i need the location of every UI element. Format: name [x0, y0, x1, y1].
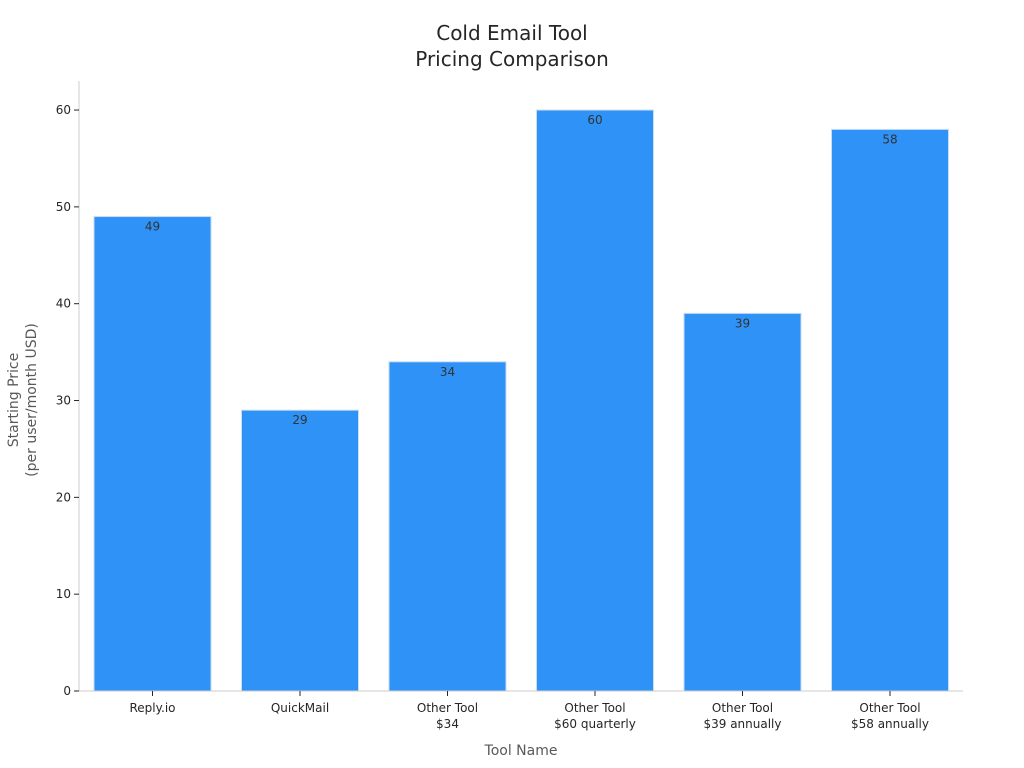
y-axis: 0 10 20 30 40 50 60 [56, 81, 80, 698]
x-tick-label: $58 annually [851, 717, 929, 731]
x-tick-label: QuickMail [271, 701, 329, 715]
x-axis-title: Tool Name [484, 743, 558, 759]
bar [241, 409, 359, 692]
bar-value-label: 58 [882, 132, 897, 146]
y-tick-label: 10 [56, 587, 71, 601]
bar [536, 109, 654, 692]
bar-value-label: 34 [440, 365, 455, 379]
y-tick-label: 0 [63, 684, 71, 698]
y-tick-label: 40 [56, 297, 71, 311]
x-tick-label: $39 annually [703, 717, 781, 731]
x-tick-label: $34 [436, 717, 459, 731]
y-tick-label: 60 [56, 103, 71, 117]
chart-title-line-1: Cold Email Tool [436, 21, 588, 45]
bars-group [93, 109, 949, 692]
bar-value-label: 29 [292, 413, 307, 427]
bar [683, 312, 802, 692]
bar [388, 361, 507, 692]
y-axis-title: Starting Price (per user/month USD) [6, 323, 40, 477]
x-tick-label: Reply.io [129, 701, 175, 715]
y-tick-label: 30 [56, 394, 71, 408]
y-tick-label: 50 [56, 200, 71, 214]
x-tick-label: Other Tool [417, 701, 478, 715]
y-tick-label: 20 [56, 490, 71, 504]
data-labels-group: 49 29 34 60 39 58 [145, 113, 898, 427]
bar [831, 128, 949, 692]
x-tick-label: Other Tool [712, 701, 773, 715]
x-tick-label: Other Tool [859, 701, 920, 715]
chart-title-line-2: Pricing Comparison [415, 47, 609, 71]
y-axis-title-line-1: Starting Price [6, 353, 22, 447]
x-tick-label: $60 quarterly [554, 717, 636, 731]
bar-value-label: 39 [735, 316, 750, 330]
x-axis: Reply.io QuickMail Other Tool $34 Other Tool… [79, 690, 963, 731]
bar-value-label: 49 [145, 220, 160, 234]
x-tick-label: Other Tool [564, 701, 625, 715]
bar [93, 216, 212, 692]
bar-value-label: 60 [587, 113, 602, 127]
y-axis-title-line-2: (per user/month USD) [24, 323, 40, 477]
